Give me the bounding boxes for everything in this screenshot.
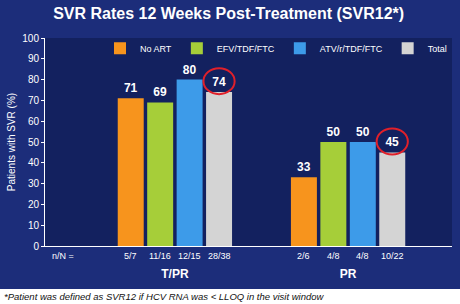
svg-text:0: 0 xyxy=(33,241,39,252)
svg-text:30: 30 xyxy=(28,178,40,189)
svg-text:12/15: 12/15 xyxy=(178,251,201,261)
svg-text:T/PR: T/PR xyxy=(161,267,189,281)
svg-text:60: 60 xyxy=(28,116,40,127)
svg-text:ATV/r/TDF/FTC: ATV/r/TDF/FTC xyxy=(320,44,383,54)
svg-text:71: 71 xyxy=(124,81,138,95)
svg-text:69: 69 xyxy=(153,85,167,99)
svg-text:4/8: 4/8 xyxy=(356,251,369,261)
svg-text:PR: PR xyxy=(340,267,357,281)
svg-text:90: 90 xyxy=(28,53,40,64)
svg-text:5/7: 5/7 xyxy=(124,251,137,261)
svg-text:10: 10 xyxy=(28,220,40,231)
svg-text:No ART: No ART xyxy=(140,44,172,54)
svg-text:EFV/TDF/FTC: EFV/TDF/FTC xyxy=(217,44,275,54)
svg-text:28/38: 28/38 xyxy=(208,251,231,261)
svg-text:50: 50 xyxy=(28,137,40,148)
svg-text:100: 100 xyxy=(22,33,39,44)
svg-text:70: 70 xyxy=(28,95,40,106)
html-text:*Patient was defined as SVR12: *Patient was defined as SVR12 if HCV RNA… xyxy=(4,291,324,302)
svg-text:74: 74 xyxy=(212,75,226,89)
svg-text:50: 50 xyxy=(356,125,370,139)
svg-text:33: 33 xyxy=(297,160,311,174)
svg-text:40: 40 xyxy=(28,157,40,168)
svg-text:4/8: 4/8 xyxy=(327,251,340,261)
svg-text:Patients with SVR (%): Patients with SVR (%) xyxy=(6,93,17,191)
svg-text:Total: Total xyxy=(428,44,447,54)
svg-text:45: 45 xyxy=(385,135,399,149)
svg-text:SVR Rates 12 Weeks Post-Treatm: SVR Rates 12 Weeks Post-Treatment (SVR12… xyxy=(53,5,404,22)
svg-text:11/16: 11/16 xyxy=(149,251,171,261)
svg-text:2/6: 2/6 xyxy=(297,251,310,261)
svg-text:80: 80 xyxy=(183,63,197,77)
svg-text:50: 50 xyxy=(327,125,341,139)
svg-text:80: 80 xyxy=(28,74,40,85)
svg-text:20: 20 xyxy=(28,199,40,210)
svg-text:n/N =: n/N = xyxy=(52,251,74,261)
svg-text:10/22: 10/22 xyxy=(381,251,404,261)
